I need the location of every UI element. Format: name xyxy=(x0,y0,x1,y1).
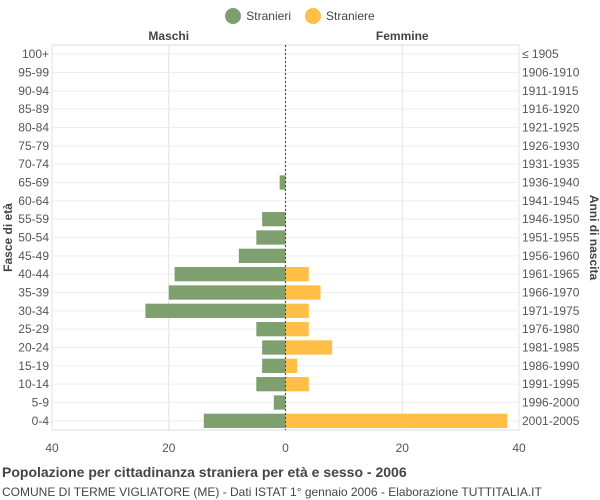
birth-year-label: 1961-1965 xyxy=(522,267,580,281)
age-group-label: 65-69 xyxy=(18,176,49,190)
birth-year-label: 1986-1990 xyxy=(522,359,580,373)
bar-stranieri xyxy=(203,413,286,428)
chart-source: COMUNE DI TERME VIGLIATORE (ME) - Dati I… xyxy=(2,485,542,499)
age-group-label: 80-84 xyxy=(18,121,49,135)
age-group-label: 0-4 xyxy=(32,414,50,428)
birth-year-label: 1936-1940 xyxy=(522,176,580,190)
bar-stranieri xyxy=(262,340,286,355)
birth-year-label: 1981-1985 xyxy=(522,341,580,355)
birth-year-label: 1926-1930 xyxy=(522,139,580,153)
birth-year-label: 1916-1920 xyxy=(522,102,580,116)
age-group-label: 15-19 xyxy=(18,359,49,373)
age-group-label: 75-79 xyxy=(18,139,49,153)
bar-stranieri xyxy=(174,267,286,282)
bar-straniere xyxy=(285,267,309,282)
birth-year-label: 1966-1970 xyxy=(522,286,580,300)
age-group-label: 55-59 xyxy=(18,212,49,226)
age-group-label: 20-24 xyxy=(18,341,49,355)
age-group-label: 100+ xyxy=(22,47,49,61)
birth-year-label: 1911-1915 xyxy=(522,84,579,98)
legend-swatch-stranieri xyxy=(225,8,242,24)
chart-title: Popolazione per cittadinanza straniera p… xyxy=(2,464,407,480)
age-group-label: 30-34 xyxy=(18,304,49,318)
bar-stranieri xyxy=(256,377,286,392)
bar-straniere xyxy=(285,303,309,318)
bar-stranieri xyxy=(279,175,286,190)
females-header: Femmine xyxy=(376,29,429,43)
age-group-label: 60-64 xyxy=(18,194,49,208)
bar-straniere xyxy=(285,322,309,337)
legend-item-stranieri[interactable]: Stranieri xyxy=(225,8,291,24)
chart-legend: Stranieri Straniere xyxy=(0,6,600,26)
birth-year-label: ≤ 1905 xyxy=(522,47,559,61)
legend-label-stranieri: Stranieri xyxy=(246,9,291,23)
age-group-label: 90-94 xyxy=(18,84,49,98)
population-pyramid-chart: 40 20 0 20 40 100+ ≤ 1905 95-99 1906-1910 90-94 19… xyxy=(1,29,600,455)
legend-swatch-straniere xyxy=(304,8,321,24)
bar-stranieri xyxy=(262,358,286,373)
bar-straniere xyxy=(285,285,321,300)
birth-year-label: 1976-1980 xyxy=(522,322,580,336)
bar-stranieri xyxy=(238,248,286,263)
age-group-label: 50-54 xyxy=(18,231,49,245)
age-group-label: 10-14 xyxy=(18,377,49,391)
age-group-label: 40-44 xyxy=(18,267,49,281)
bar-stranieri xyxy=(256,322,286,337)
birth-year-label: 1956-1960 xyxy=(522,249,580,263)
birth-year-label: 1991-1995 xyxy=(522,377,580,391)
y-axis-label-right: Anni di nascita xyxy=(587,195,600,281)
bar-stranieri xyxy=(256,230,286,245)
age-group-label: 70-74 xyxy=(18,157,49,171)
age-group-label: 35-39 xyxy=(18,286,49,300)
males-header: Maschi xyxy=(148,29,189,43)
birth-year-label: 1921-1925 xyxy=(522,121,580,135)
birth-year-label: 1971-1975 xyxy=(522,304,580,318)
x-tick-label: 40 xyxy=(45,441,59,455)
legend-label-straniere: Straniere xyxy=(325,9,375,23)
age-group-label: 95-99 xyxy=(18,66,49,80)
x-tick-label: 40 xyxy=(512,441,526,455)
bar-straniere xyxy=(285,340,333,355)
legend-item-straniere[interactable]: Straniere xyxy=(304,8,375,24)
bar-straniere xyxy=(285,413,508,428)
birth-year-label: 1931-1935 xyxy=(522,157,580,171)
age-group-label: 85-89 xyxy=(18,102,49,116)
x-tick-label: 0 xyxy=(282,441,289,455)
age-group-label: 45-49 xyxy=(18,249,49,263)
y-axis-label-left: Fasce di età xyxy=(1,203,15,272)
bar-stranieri xyxy=(168,285,286,300)
birth-year-label: 2001-2005 xyxy=(522,414,580,428)
x-tick-label: 20 xyxy=(162,441,176,455)
birth-year-label: 1996-2000 xyxy=(522,396,580,410)
bar-stranieri xyxy=(262,212,286,227)
birth-year-label: 1941-1945 xyxy=(522,194,580,208)
birth-year-label: 1946-1950 xyxy=(522,212,580,226)
x-tick-label: 20 xyxy=(396,441,410,455)
bar-straniere xyxy=(285,358,298,373)
age-group-label: 5-9 xyxy=(32,396,50,410)
birth-year-label: 1951-1955 xyxy=(522,231,580,245)
bar-straniere xyxy=(285,377,309,392)
bar-stranieri xyxy=(145,303,286,318)
age-group-label: 25-29 xyxy=(18,322,49,336)
bar-stranieri xyxy=(273,395,286,410)
birth-year-label: 1906-1910 xyxy=(522,66,580,80)
